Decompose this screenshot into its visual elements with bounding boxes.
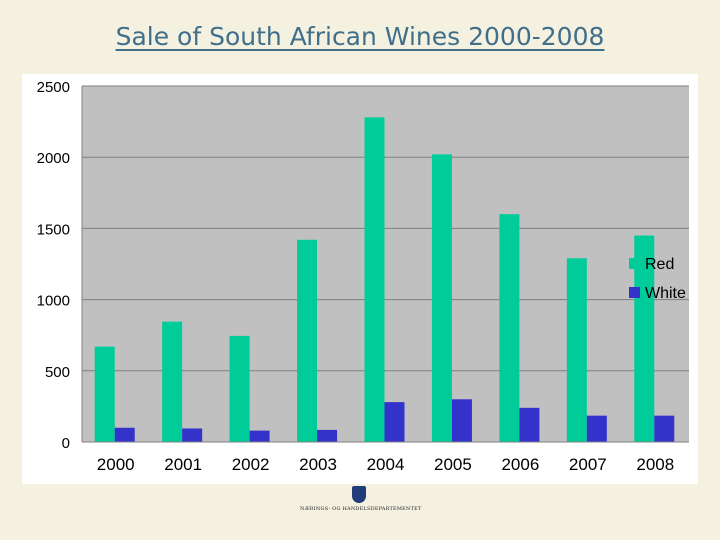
plot-area	[82, 86, 689, 442]
bar-white-2007	[586, 415, 607, 442]
x-tick-label: 2007	[569, 455, 607, 474]
bar-red-2005	[431, 154, 452, 443]
legend-swatch-white	[629, 287, 640, 298]
legend-label-red: Red	[645, 256, 674, 273]
y-tick-label: 2000	[37, 150, 70, 167]
x-tick-label: 2000	[97, 455, 135, 474]
legend-label-white: White	[645, 285, 686, 302]
bar-white-2005	[451, 399, 472, 442]
bar-white-2008	[654, 415, 675, 442]
x-tick-label: 2001	[164, 455, 202, 474]
ministry-logo: NÆRINGS- OG HANDELSDEPARTEMENTET	[300, 486, 422, 516]
gridlines	[82, 85, 689, 372]
bar-red-2007	[566, 258, 587, 442]
bar-red-2002	[229, 335, 250, 442]
bar-white-2001	[182, 428, 203, 442]
bar-white-2004	[384, 402, 405, 442]
x-tick-label: 2002	[232, 455, 270, 474]
legend-swatch-red	[629, 258, 640, 269]
y-tick-label: 1000	[37, 293, 70, 310]
x-tick-label: 2005	[434, 455, 472, 474]
y-tick-label: 2500	[37, 79, 70, 96]
bar-white-2003	[317, 429, 338, 442]
bar-white-2006	[519, 407, 540, 442]
x-tick-label: 2008	[636, 455, 674, 474]
y-tick-label: 0	[62, 435, 70, 452]
bar-red-2001	[162, 321, 183, 442]
y-tick-label: 1500	[37, 221, 70, 238]
bar-white-2000	[114, 427, 135, 442]
y-tick-label: 500	[45, 364, 70, 381]
bar-red-2003	[297, 239, 318, 442]
x-tick-label: 2003	[299, 455, 337, 474]
x-tick-label: 2006	[501, 455, 539, 474]
legend: Red White	[629, 256, 686, 302]
x-tick-label: 2004	[367, 455, 405, 474]
bar-red-2000	[94, 346, 115, 442]
x-tick-labels: 2000 2001 2002 2003 2004 2005 2006 2007 2008	[97, 455, 674, 474]
page-title: Sale of South African Wines 2000-2008	[115, 22, 605, 51]
bars	[94, 117, 675, 443]
coat-of-arms-icon	[352, 486, 366, 503]
bar-white-2002	[249, 430, 270, 442]
logo-text: NÆRINGS- OG HANDELSDEPARTEMENTET	[300, 506, 422, 512]
y-tick-labels: 0 500 1000 1500 2000 2500	[37, 79, 70, 452]
bar-red-2006	[499, 214, 520, 442]
bar-red-2004	[364, 117, 385, 442]
